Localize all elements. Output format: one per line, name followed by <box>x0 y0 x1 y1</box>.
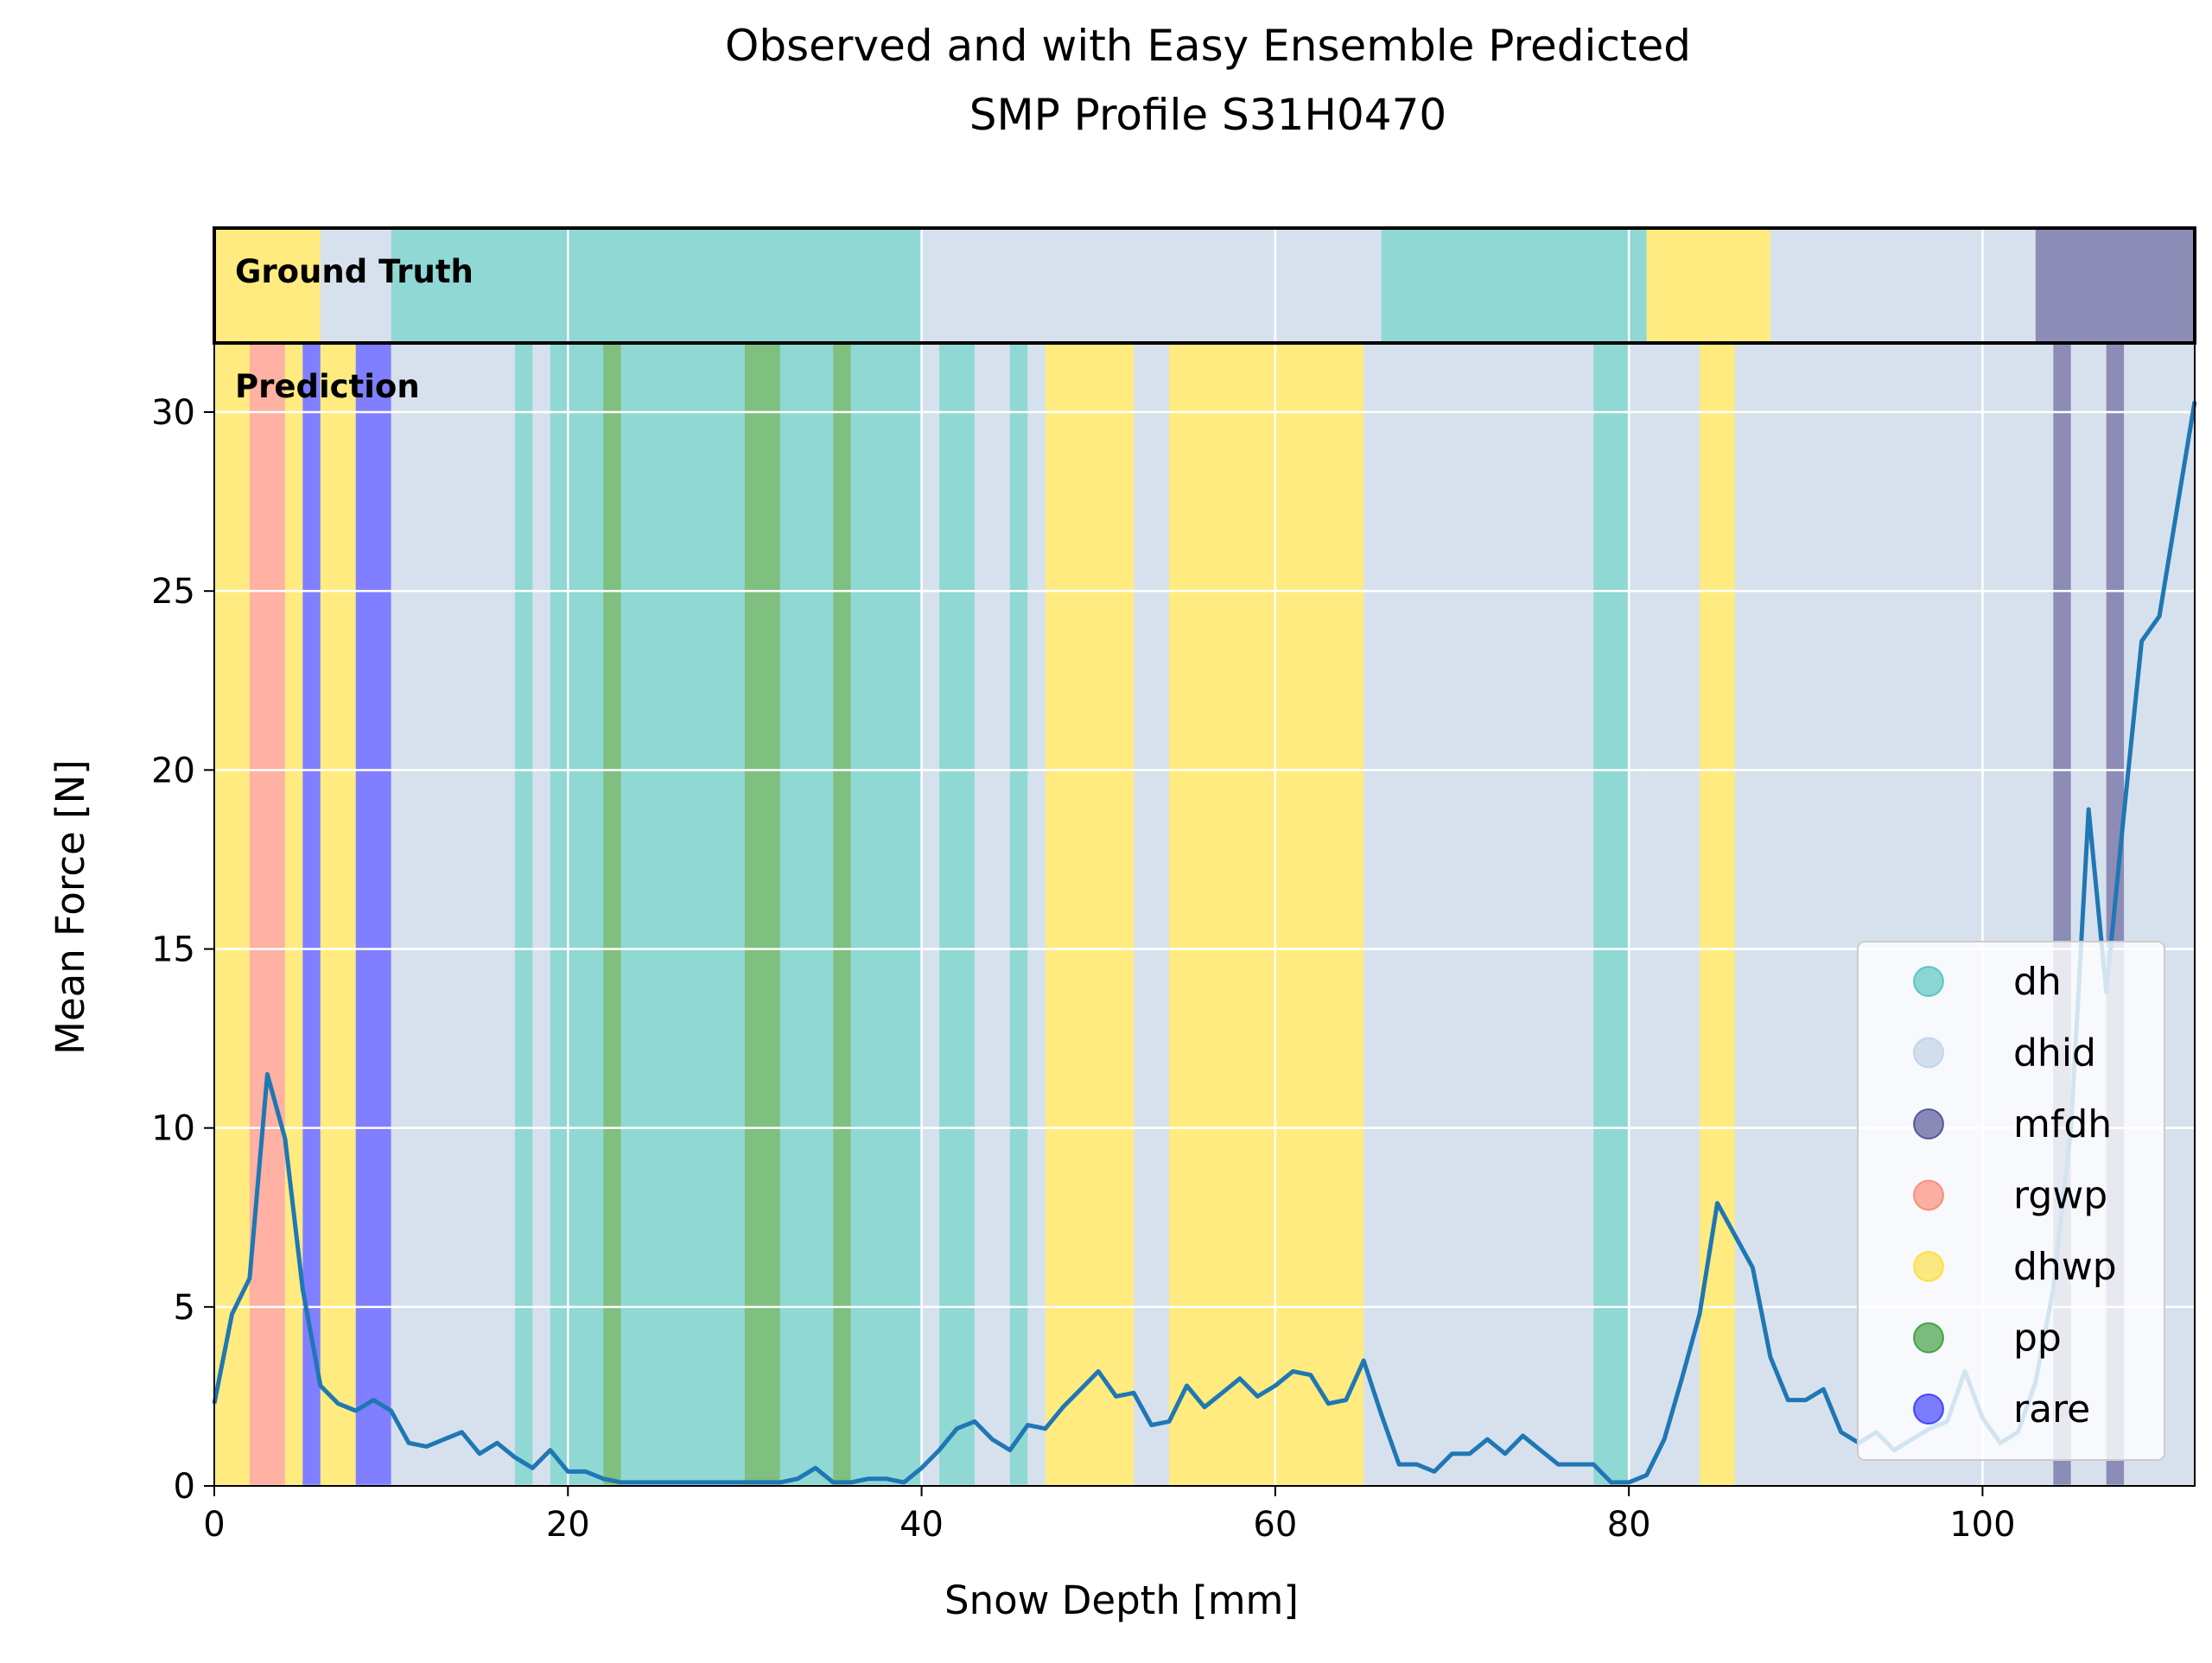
prediction-segment-rgwp <box>249 343 285 1486</box>
prediction-segment-dhwp <box>1169 343 1364 1486</box>
chart-title: Observed and with Easy Ensemble Predicte… <box>725 21 1691 71</box>
ground-truth-label: Ground Truth <box>235 253 474 290</box>
prediction-segment-dhwp <box>1045 343 1135 1486</box>
prediction-segment-dhid <box>1646 343 1700 1486</box>
x-axis: 0 20 40 60 80 100 <box>203 1486 2016 1545</box>
x-tick-label: 100 <box>1949 1505 2015 1545</box>
prediction-segment-dh <box>1593 343 1630 1486</box>
legend-marker-rare <box>1913 1393 1944 1425</box>
y-tick-label: 20 <box>151 751 195 790</box>
ground-truth-segment-mfdh <box>2035 228 2195 343</box>
legend-label-dh: dh <box>2013 960 2062 1004</box>
ground-truth-segment-dhid <box>1770 228 2036 343</box>
ground-truth-segment-dhid <box>320 228 391 343</box>
legend-marker-pp <box>1913 1322 1944 1354</box>
chart-subtitle: SMP Profile S31H0470 <box>969 90 1447 140</box>
legend-marker-rgwp <box>1913 1179 1944 1211</box>
legend-marker-dhid <box>1913 1037 1944 1069</box>
y-tick-label: 25 <box>151 572 195 612</box>
prediction-segment-pp <box>744 343 780 1486</box>
prediction-segment-dh <box>550 343 604 1486</box>
y-tick-label: 30 <box>151 393 195 433</box>
legend-marker-mfdh <box>1913 1108 1944 1139</box>
prediction-segment-dhid <box>921 343 940 1486</box>
prediction-segment-rare <box>302 343 321 1486</box>
legend-label-pp: pp <box>2013 1317 2062 1361</box>
prediction-segment-dhid <box>1134 343 1170 1486</box>
legend: dh dhid mfdh rgwp dhwp pp rare <box>1857 941 2165 1461</box>
ground-truth-bands <box>214 228 2195 343</box>
y-axis: 0 5 10 15 20 25 30 <box>151 393 214 1507</box>
prediction-segment-dhid <box>391 343 515 1486</box>
ground-truth-segment-dhwp <box>214 228 321 343</box>
x-tick-label: 60 <box>1253 1505 1297 1545</box>
y-tick-label: 15 <box>151 930 195 970</box>
y-tick-label: 0 <box>174 1467 195 1507</box>
legend-label-rare: rare <box>2013 1387 2090 1431</box>
prediction-segment-dh <box>779 343 834 1486</box>
prediction-segment-pp <box>603 343 621 1486</box>
y-tick-label: 10 <box>151 1109 195 1149</box>
prediction-segment-dh <box>620 343 745 1486</box>
ground-truth-segment-dhwp <box>1646 228 1770 343</box>
legend-label-dhid: dhid <box>2013 1031 2096 1076</box>
legend-marker-dh <box>1913 966 1944 997</box>
prediction-segment-dhwp <box>320 343 356 1486</box>
prediction-segment-dhwp <box>1700 343 1735 1486</box>
x-tick-label: 40 <box>899 1505 944 1545</box>
x-tick-label: 80 <box>1607 1505 1651 1545</box>
ground-truth-segment-dh <box>1381 228 1647 343</box>
prediction-segment-dhid <box>532 343 550 1486</box>
prediction-segment-dh <box>850 343 922 1486</box>
prediction-segment-rare <box>355 343 391 1486</box>
prediction-segment-dh <box>1009 343 1028 1486</box>
legend-label-mfdh: mfdh <box>2013 1102 2112 1146</box>
prediction-segment-dhid <box>1363 343 1594 1486</box>
prediction-segment-dhid <box>1027 343 1046 1486</box>
legend-box <box>1857 941 2165 1461</box>
y-axis-label: Mean Force [N] <box>48 759 93 1055</box>
prediction-segment-dhid <box>1629 343 1647 1486</box>
prediction-segment-dh <box>939 343 975 1486</box>
prediction-label: Prediction <box>235 368 420 405</box>
y-tick-label: 5 <box>174 1288 195 1328</box>
legend-label-dhwp: dhwp <box>2013 1245 2117 1289</box>
x-tick-label: 0 <box>203 1505 225 1545</box>
prediction-segment-dhwp <box>214 343 250 1486</box>
legend-marker-dhwp <box>1913 1251 1944 1282</box>
ground-truth-segment-dh <box>391 228 922 343</box>
legend-label-rgwp: rgwp <box>2013 1174 2107 1218</box>
prediction-segment-dh <box>514 343 533 1486</box>
x-tick-label: 20 <box>546 1505 590 1545</box>
x-axis-label: Snow Depth [mm] <box>944 1577 1299 1623</box>
ground-truth-segment-dhid <box>921 228 1382 343</box>
prediction-segment-dhwp <box>284 343 303 1486</box>
prediction-segment-dhid <box>974 343 1010 1486</box>
ground-truth-frame <box>213 226 2196 345</box>
prediction-segment-pp <box>833 343 851 1486</box>
